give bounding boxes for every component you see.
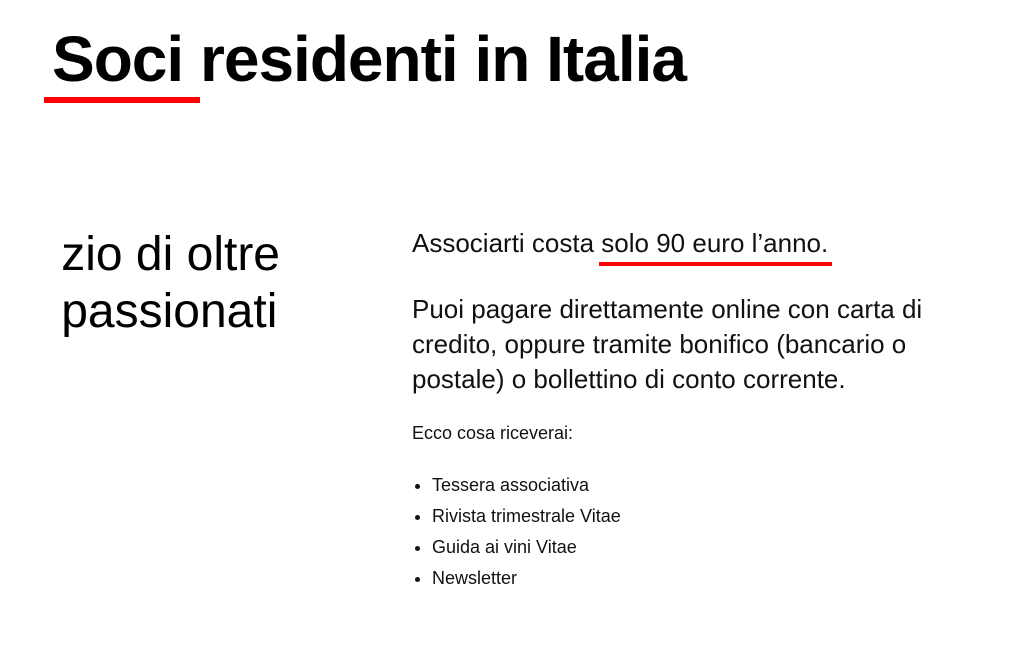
price-highlight: solo 90 euro l’anno. xyxy=(599,228,833,266)
benefit-item: Newsletter xyxy=(432,563,1002,594)
page-title: Soci residenti in Italia xyxy=(52,23,687,95)
left-column-text: zio di oltre passionati xyxy=(61,226,280,340)
benefit-item: Rivista trimestrale Vitae xyxy=(432,501,1002,532)
benefit-item: Tessera associativa xyxy=(432,470,1002,501)
left-line-1: zio di oltre xyxy=(61,228,280,281)
benefit-item: Guida ai vini Vitae xyxy=(432,532,1002,563)
left-column-clipped: zio di oltre passionati xyxy=(28,226,358,346)
price-lead-prefix: Associarti costa xyxy=(412,228,602,258)
price-lead: Associarti costa solo 90 euro l’anno. xyxy=(412,226,1002,266)
benefits-intro: Ecco cosa riceverai: xyxy=(412,423,574,443)
membership-info: Associarti costa solo 90 euro l’anno. Pu… xyxy=(412,226,1002,594)
title-underline xyxy=(44,97,200,103)
benefits-list: Tessera associativa Rivista trimestrale … xyxy=(412,470,1002,594)
payment-paragraph: Puoi pagare direttamente online con cart… xyxy=(412,294,923,394)
left-line-2: passionati xyxy=(61,285,278,338)
